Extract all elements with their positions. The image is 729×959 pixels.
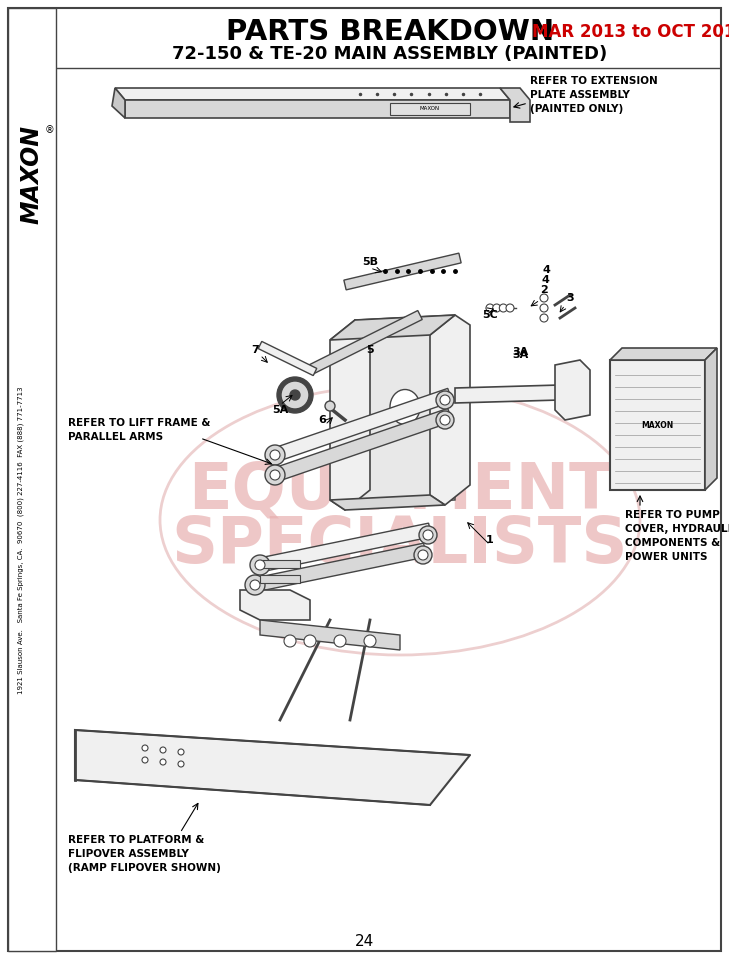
Circle shape <box>499 304 507 312</box>
Circle shape <box>250 580 260 590</box>
Text: MAXON: MAXON <box>641 420 673 430</box>
Polygon shape <box>330 495 445 510</box>
Text: PARTS BREAKDOWN: PARTS BREAKDOWN <box>226 18 554 46</box>
Circle shape <box>486 304 494 312</box>
Circle shape <box>277 377 313 413</box>
Text: 5B: 5B <box>362 257 378 267</box>
Text: 6: 6 <box>318 415 326 425</box>
Circle shape <box>493 304 501 312</box>
Circle shape <box>440 415 450 425</box>
Polygon shape <box>258 341 317 376</box>
Polygon shape <box>344 253 461 290</box>
Polygon shape <box>555 360 590 420</box>
Circle shape <box>325 401 335 411</box>
Circle shape <box>265 445 285 465</box>
Circle shape <box>423 530 433 540</box>
Circle shape <box>160 759 166 765</box>
Text: 5: 5 <box>366 345 374 355</box>
Bar <box>260 560 300 568</box>
Polygon shape <box>705 348 717 490</box>
Polygon shape <box>112 88 125 118</box>
Circle shape <box>304 635 316 647</box>
Polygon shape <box>254 543 426 592</box>
Circle shape <box>540 304 548 312</box>
Circle shape <box>255 560 265 570</box>
Polygon shape <box>273 409 452 481</box>
Polygon shape <box>610 348 717 360</box>
Text: MAXON: MAXON <box>20 126 44 224</box>
Circle shape <box>334 635 346 647</box>
Circle shape <box>178 749 184 755</box>
Circle shape <box>281 381 309 409</box>
Text: 4: 4 <box>541 275 549 285</box>
Text: 7: 7 <box>251 345 259 355</box>
Text: REFER TO EXTENSION
PLATE ASSEMBLY
(PAINTED ONLY): REFER TO EXTENSION PLATE ASSEMBLY (PAINT… <box>530 76 658 114</box>
Circle shape <box>142 757 148 763</box>
Circle shape <box>506 304 514 312</box>
Circle shape <box>418 550 428 560</box>
Polygon shape <box>430 315 470 505</box>
Bar <box>260 575 300 583</box>
Text: 3: 3 <box>566 293 574 303</box>
Polygon shape <box>455 385 560 403</box>
Polygon shape <box>330 320 370 510</box>
Text: ®: ® <box>45 125 55 135</box>
Polygon shape <box>355 315 455 505</box>
Circle shape <box>284 635 296 647</box>
Circle shape <box>436 391 454 409</box>
Circle shape <box>414 546 432 564</box>
Text: REFER TO PUMP
COVER, HYDRAULIC
COMPONENTS &
POWER UNITS: REFER TO PUMP COVER, HYDRAULIC COMPONENT… <box>625 510 729 562</box>
Circle shape <box>142 745 148 751</box>
Text: 1: 1 <box>486 535 494 545</box>
Bar <box>610 360 705 490</box>
Circle shape <box>270 470 280 480</box>
Polygon shape <box>115 88 510 100</box>
Polygon shape <box>259 524 432 572</box>
Polygon shape <box>500 88 530 122</box>
Bar <box>8 8 56 951</box>
Text: 5C: 5C <box>482 310 498 320</box>
Circle shape <box>245 575 265 595</box>
Polygon shape <box>125 100 510 118</box>
Text: REFER TO LIFT FRAME &
PARALLEL ARMS: REFER TO LIFT FRAME & PARALLEL ARMS <box>68 418 211 442</box>
Text: 24: 24 <box>355 934 375 949</box>
Circle shape <box>540 294 548 302</box>
Polygon shape <box>260 620 400 650</box>
Circle shape <box>540 314 548 322</box>
Circle shape <box>250 555 270 575</box>
Text: SPECIALISTS: SPECIALISTS <box>172 514 628 576</box>
Polygon shape <box>330 315 455 340</box>
Circle shape <box>160 747 166 753</box>
Text: MAR 2013 to OCT 2017: MAR 2013 to OCT 2017 <box>532 23 729 41</box>
Ellipse shape <box>390 389 420 425</box>
Circle shape <box>270 450 280 460</box>
Polygon shape <box>273 388 452 461</box>
Polygon shape <box>75 730 470 805</box>
Circle shape <box>178 761 184 767</box>
Polygon shape <box>308 311 422 374</box>
Circle shape <box>440 395 450 405</box>
Circle shape <box>419 526 437 544</box>
Text: 2: 2 <box>540 285 548 295</box>
Circle shape <box>436 411 454 429</box>
Polygon shape <box>240 590 310 620</box>
Bar <box>390 103 470 115</box>
Circle shape <box>265 465 285 485</box>
Circle shape <box>364 635 376 647</box>
Text: 72-150 & TE-20 MAIN ASSEMBLY (PAINTED): 72-150 & TE-20 MAIN ASSEMBLY (PAINTED) <box>172 45 608 63</box>
Text: REFER TO PLATFORM &
FLIPOVER ASSEMBLY
(RAMP FLIPOVER SHOWN): REFER TO PLATFORM & FLIPOVER ASSEMBLY (R… <box>68 835 221 873</box>
Text: MAXON: MAXON <box>420 106 440 111</box>
Text: 4: 4 <box>542 265 550 275</box>
Text: 3A: 3A <box>512 350 528 360</box>
Text: 3A: 3A <box>512 347 528 357</box>
Text: 1921 Slauson Ave.   Santa Fe Springs, CA.  90670  (800) 227-4116  FAX (888) 771-: 1921 Slauson Ave. Santa Fe Springs, CA. … <box>17 386 24 693</box>
Text: 5A: 5A <box>272 405 288 415</box>
Text: EQUIPMENT: EQUIPMENT <box>187 459 612 521</box>
Circle shape <box>290 390 300 400</box>
